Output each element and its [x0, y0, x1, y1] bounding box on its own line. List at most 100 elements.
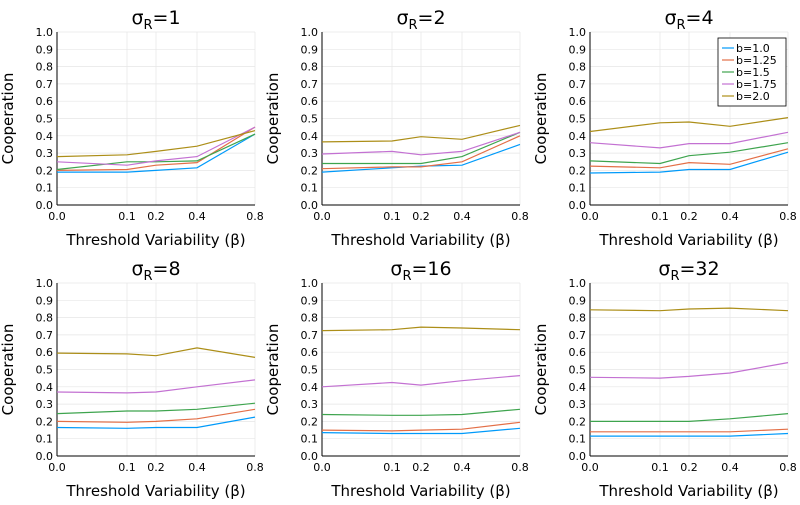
y-tick-label: 0.5 — [301, 113, 319, 126]
y-tick-label: 0.8 — [569, 312, 587, 325]
y-tick-label: 0.2 — [36, 415, 54, 428]
x-tick-label: 0.1 — [118, 461, 136, 474]
x-axis-label: Threshold Variability (β) — [598, 482, 778, 500]
y-tick-label: 1.0 — [36, 26, 54, 39]
y-axis-label: Cooperation — [264, 324, 282, 416]
series-line-4 — [589, 362, 789, 379]
y-tick-label: 1.0 — [301, 26, 319, 39]
y-tick-label: 0.4 — [36, 381, 54, 394]
x-tick-label: 0.2 — [147, 461, 165, 474]
y-tick-label: 0.9 — [36, 43, 54, 56]
x-tick-label: 0.0 — [581, 210, 599, 223]
y-tick-label: 0.0 — [569, 199, 587, 212]
series-line-4 — [56, 126, 256, 166]
x-tick-label: 0.4 — [721, 210, 739, 223]
x-tick-label: 0.0 — [48, 210, 66, 223]
y-tick-label: 0.8 — [36, 61, 54, 74]
y-tick-label: 0.0 — [36, 199, 54, 212]
x-tick-label: 0.2 — [680, 210, 698, 223]
y-tick-label: 0.5 — [569, 364, 587, 377]
series-line-2 — [589, 148, 789, 169]
y-tick-label: 0.6 — [569, 346, 587, 359]
x-tick-label: 0.4 — [721, 461, 739, 474]
y-axis-label: Cooperation — [0, 73, 17, 165]
x-tick-label: 0.2 — [147, 210, 165, 223]
y-tick-label: 0.5 — [36, 364, 54, 377]
series-line-4 — [321, 131, 521, 156]
series-line-4 — [321, 375, 521, 388]
legend-label: b=2.0 — [736, 90, 770, 103]
y-tick-label: 0.9 — [301, 43, 319, 56]
y-tick-label: 0.7 — [36, 78, 54, 91]
y-tick-label: 0.0 — [36, 450, 54, 463]
y-tick-label: 0.9 — [36, 294, 54, 307]
x-tick-label: 0.4 — [453, 461, 471, 474]
y-axis-label: Cooperation — [264, 73, 282, 165]
y-tick-label: 1.0 — [569, 277, 587, 290]
series-line-2 — [321, 421, 521, 432]
y-tick-label: 0.6 — [301, 346, 319, 359]
y-tick-label: 0.0 — [301, 450, 319, 463]
x-axis-label: Threshold Variability (β) — [65, 482, 245, 500]
x-tick-label: 0.8 — [779, 210, 797, 223]
y-tick-label: 0.5 — [569, 113, 587, 126]
subplot-1: 0.0 0.1 0.2 0.3 0.4 0.5 0.6 0.7 0.8 0.9 1.0 0.0 0.1 0… — [0, 7, 264, 249]
y-tick-label: 0.1 — [36, 433, 54, 446]
y-tick-label: 0.3 — [36, 147, 54, 160]
y-tick-label: 0.9 — [301, 294, 319, 307]
x-axis-label: Threshold Variability (β) — [330, 231, 510, 249]
y-tick-label: 0.1 — [569, 433, 587, 446]
y-tick-label: 0.8 — [301, 312, 319, 325]
subplot-6: 0.0 0.1 0.2 0.3 0.4 0.5 0.6 0.7 0.8 0.9 1.0 0.0 0.1 0… — [532, 258, 797, 500]
y-tick-label: 0.0 — [301, 199, 319, 212]
y-tick-label: 0.7 — [301, 329, 319, 342]
x-axis-label: Threshold Variability (β) — [65, 231, 245, 249]
series-line-1 — [56, 416, 256, 429]
x-tick-label: 0.8 — [779, 461, 797, 474]
x-tick-label: 0.8 — [246, 461, 264, 474]
series-line-2 — [56, 408, 256, 423]
y-tick-label: 0.4 — [36, 130, 54, 143]
x-tick-label: 0.8 — [511, 210, 529, 223]
y-tick-label: 1.0 — [569, 26, 587, 39]
y-tick-label: 0.4 — [569, 130, 587, 143]
x-tick-label: 0.0 — [581, 461, 599, 474]
series-line-2 — [321, 135, 521, 170]
y-tick-label: 0.7 — [569, 78, 587, 91]
series-line-4 — [589, 131, 789, 149]
series-line-2 — [590, 428, 789, 433]
series-line-1 — [590, 432, 789, 437]
y-tick-label: 0.4 — [301, 130, 319, 143]
y-axis-label: Cooperation — [532, 324, 550, 416]
x-tick-label: 0.2 — [680, 461, 698, 474]
y-tick-label: 0.7 — [36, 329, 54, 342]
y-tick-label: 0.3 — [301, 398, 319, 411]
series-line-5 — [589, 307, 789, 312]
y-tick-label: 0.3 — [569, 398, 587, 411]
series-line-5 — [589, 117, 789, 133]
y-tick-label: 0.4 — [569, 381, 587, 394]
y-tick-label: 0.5 — [301, 364, 319, 377]
series-line-5 — [56, 130, 256, 158]
x-tick-label: 0.8 — [511, 461, 529, 474]
series-line-1 — [321, 143, 521, 173]
y-tick-label: 0.6 — [36, 346, 54, 359]
subplot-3: 0.0 0.1 0.2 0.3 0.4 0.5 0.6 0.7 0.8 0.9 1.0 0.0 0.1 0… — [532, 7, 797, 249]
x-tick-label: 0.4 — [188, 210, 206, 223]
y-tick-label: 0.2 — [301, 164, 319, 177]
y-tick-label: 0.5 — [36, 113, 54, 126]
subplot-title: σR=4 — [664, 7, 713, 33]
x-tick-label: 0.0 — [313, 210, 331, 223]
series-line-5 — [321, 124, 521, 143]
x-tick-label: 0.1 — [383, 210, 401, 223]
x-tick-label: 0.2 — [412, 461, 430, 474]
series-line-1 — [57, 133, 256, 173]
subplot-title: σR=2 — [396, 7, 445, 33]
subplot-4: 0.0 0.1 0.2 0.3 0.4 0.5 0.6 0.7 0.8 0.9 1.0 0.0 0.1 0… — [0, 258, 264, 500]
subplot-title: σR=8 — [131, 258, 180, 284]
series-line-4 — [56, 379, 256, 394]
y-axis-label: Cooperation — [0, 324, 17, 416]
subplot-title: σR=32 — [658, 258, 719, 284]
y-tick-label: 0.1 — [569, 182, 587, 195]
